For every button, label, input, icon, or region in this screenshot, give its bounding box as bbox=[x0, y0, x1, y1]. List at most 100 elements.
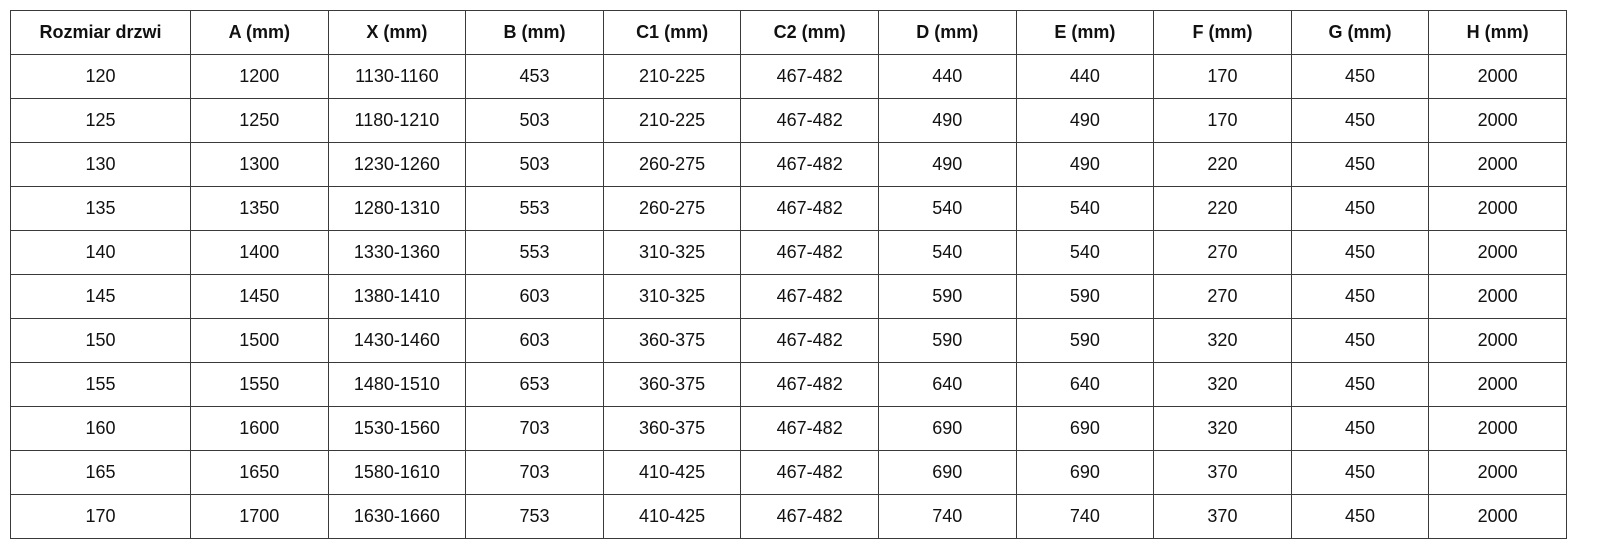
table-cell: 1450 bbox=[190, 274, 329, 319]
table-cell: 210-225 bbox=[602, 54, 742, 99]
table-cell: 490 bbox=[877, 98, 1017, 143]
table-cell: 370 bbox=[1153, 450, 1292, 495]
table-cell: 467-482 bbox=[740, 274, 879, 319]
table-cell: 503 bbox=[465, 98, 604, 143]
table-cell: 135 bbox=[10, 186, 191, 231]
table-cell: 370 bbox=[1153, 494, 1292, 539]
table-cell: 1280-1310 bbox=[327, 186, 467, 231]
table-cell: 140 bbox=[10, 230, 191, 275]
table-cell: 260-275 bbox=[602, 186, 742, 231]
table-cell: 540 bbox=[1015, 186, 1155, 231]
column-header: D (mm) bbox=[877, 10, 1017, 55]
table-cell: 1630-1660 bbox=[327, 494, 467, 539]
column-header: Rozmiar drzwi bbox=[10, 10, 191, 55]
table-cell: 2000 bbox=[1428, 98, 1567, 143]
table-cell: 690 bbox=[1015, 450, 1155, 495]
table-cell: 1230-1260 bbox=[327, 142, 467, 187]
table-row: 160 1600 1530-1560 703 360-375 467-482 690 690 3… bbox=[10, 406, 1567, 451]
table-cell: 590 bbox=[877, 318, 1017, 363]
table-cell: 150 bbox=[10, 318, 191, 363]
table-cell: 590 bbox=[877, 274, 1017, 319]
table-row: 120 1200 1130-1160 453 210-225 467-482 440 440 1… bbox=[10, 54, 1567, 99]
column-header: F (mm) bbox=[1153, 10, 1292, 55]
table-cell: 640 bbox=[1015, 362, 1155, 407]
table-cell: 467-482 bbox=[740, 98, 879, 143]
table-cell: 2000 bbox=[1428, 362, 1567, 407]
table-cell: 703 bbox=[465, 450, 604, 495]
table-cell: 590 bbox=[1015, 274, 1155, 319]
table-cell: 1130-1160 bbox=[327, 54, 467, 99]
table-cell: 2000 bbox=[1428, 54, 1567, 99]
table-row: 130 1300 1230-1260 503 260-275 467-482 490 490 2… bbox=[10, 142, 1567, 187]
table-cell: 310-325 bbox=[602, 230, 742, 275]
table-row: 145 1450 1380-1410 603 310-325 467-482 590 590 2… bbox=[10, 274, 1567, 319]
table-cell: 1580-1610 bbox=[327, 450, 467, 495]
column-header: A (mm) bbox=[190, 10, 329, 55]
header-row: Rozmiar drzwi A (mm) X (mm) B (mm) C1 (mm) C2… bbox=[10, 10, 1567, 55]
table-cell: 450 bbox=[1290, 494, 1430, 539]
column-header: B (mm) bbox=[465, 10, 604, 55]
table-cell: 603 bbox=[465, 274, 604, 319]
column-header: G (mm) bbox=[1290, 10, 1430, 55]
table-cell: 210-225 bbox=[602, 98, 742, 143]
table-cell: 1380-1410 bbox=[327, 274, 467, 319]
table-cell: 467-482 bbox=[740, 54, 879, 99]
table-cell: 1300 bbox=[190, 142, 329, 187]
table-cell: 1180-1210 bbox=[327, 98, 467, 143]
table-cell: 1200 bbox=[190, 54, 329, 99]
table-row: 165 1650 1580-1610 703 410-425 467-482 690 690 3… bbox=[10, 450, 1567, 495]
table-cell: 1500 bbox=[190, 318, 329, 363]
table-cell: 1550 bbox=[190, 362, 329, 407]
table-cell: 2000 bbox=[1428, 406, 1567, 451]
table-cell: 410-425 bbox=[602, 450, 742, 495]
table-cell: 467-482 bbox=[740, 450, 879, 495]
table-cell: 220 bbox=[1153, 142, 1292, 187]
column-header: C1 (mm) bbox=[602, 10, 742, 55]
table-cell: 360-375 bbox=[602, 362, 742, 407]
table-cell: 703 bbox=[465, 406, 604, 451]
table-cell: 490 bbox=[877, 142, 1017, 187]
table-cell: 1530-1560 bbox=[327, 406, 467, 451]
table-cell: 2000 bbox=[1428, 274, 1567, 319]
table-cell: 260-275 bbox=[602, 142, 742, 187]
table-cell: 1700 bbox=[190, 494, 329, 539]
table-cell: 490 bbox=[1015, 98, 1155, 143]
table-cell: 450 bbox=[1290, 406, 1430, 451]
table-cell: 467-482 bbox=[740, 362, 879, 407]
table-cell: 220 bbox=[1153, 186, 1292, 231]
table-cell: 453 bbox=[465, 54, 604, 99]
table-cell: 553 bbox=[465, 230, 604, 275]
table-cell: 360-375 bbox=[602, 318, 742, 363]
table-cell: 165 bbox=[10, 450, 191, 495]
table-cell: 467-482 bbox=[740, 230, 879, 275]
table-cell: 360-375 bbox=[602, 406, 742, 451]
table-cell: 270 bbox=[1153, 230, 1292, 275]
table-cell: 2000 bbox=[1428, 494, 1567, 539]
table-cell: 410-425 bbox=[602, 494, 742, 539]
table-cell: 1400 bbox=[190, 230, 329, 275]
table-cell: 450 bbox=[1290, 98, 1430, 143]
table-cell: 1350 bbox=[190, 186, 329, 231]
table-cell: 440 bbox=[1015, 54, 1155, 99]
table-cell: 467-482 bbox=[740, 494, 879, 539]
table-row: 170 1700 1630-1660 753 410-425 467-482 740 740 3… bbox=[10, 494, 1567, 539]
table-cell: 2000 bbox=[1428, 450, 1567, 495]
table-cell: 653 bbox=[465, 362, 604, 407]
table-cell: 640 bbox=[877, 362, 1017, 407]
table-cell: 603 bbox=[465, 318, 604, 363]
table-cell: 2000 bbox=[1428, 142, 1567, 187]
table-cell: 740 bbox=[877, 494, 1017, 539]
table-cell: 450 bbox=[1290, 54, 1430, 99]
table-cell: 467-482 bbox=[740, 318, 879, 363]
table-cell: 467-482 bbox=[740, 186, 879, 231]
table-cell: 310-325 bbox=[602, 274, 742, 319]
table-cell: 450 bbox=[1290, 318, 1430, 363]
table-cell: 160 bbox=[10, 406, 191, 451]
table-cell: 540 bbox=[1015, 230, 1155, 275]
table-cell: 2000 bbox=[1428, 230, 1567, 275]
table-cell: 1430-1460 bbox=[327, 318, 467, 363]
table-cell: 1650 bbox=[190, 450, 329, 495]
table-cell: 490 bbox=[1015, 142, 1155, 187]
table-cell: 540 bbox=[877, 186, 1017, 231]
table-cell: 125 bbox=[10, 98, 191, 143]
